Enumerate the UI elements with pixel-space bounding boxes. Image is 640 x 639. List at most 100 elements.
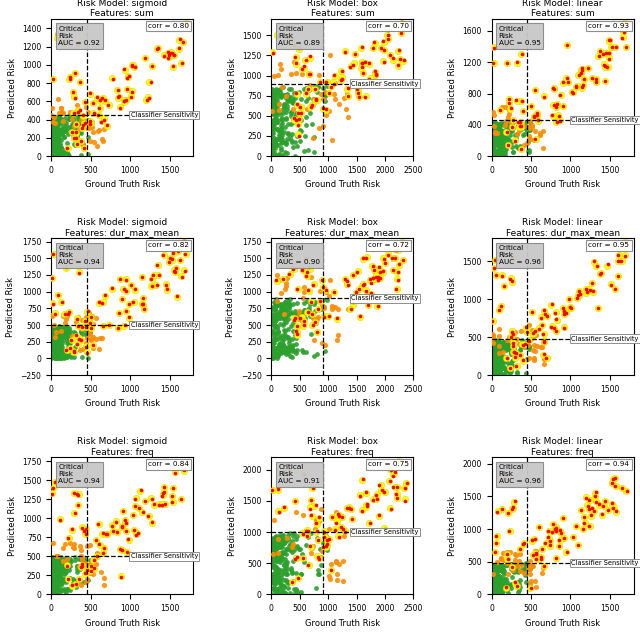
Point xyxy=(360,92,371,102)
Point xyxy=(493,343,503,353)
Point xyxy=(487,137,497,147)
Point xyxy=(52,150,62,160)
Point xyxy=(488,565,498,575)
Point xyxy=(60,112,70,123)
Point xyxy=(378,253,388,263)
Point xyxy=(342,83,353,93)
Point xyxy=(289,57,300,67)
Point xyxy=(604,36,614,46)
Point xyxy=(54,142,64,152)
Point xyxy=(165,253,175,263)
Point xyxy=(64,351,74,361)
Point xyxy=(599,59,609,70)
Point xyxy=(514,127,524,137)
Point xyxy=(98,297,108,307)
Point xyxy=(495,365,505,375)
Point xyxy=(526,583,536,593)
Point xyxy=(63,562,74,573)
Point xyxy=(51,126,61,136)
Point xyxy=(64,565,74,575)
Point xyxy=(61,584,72,594)
Point xyxy=(496,578,506,589)
Point xyxy=(267,314,277,324)
Point xyxy=(46,554,56,564)
Point xyxy=(116,572,127,582)
Point xyxy=(277,337,287,347)
Point xyxy=(273,148,284,158)
Point xyxy=(271,584,281,594)
Point xyxy=(524,320,534,330)
Point xyxy=(269,87,280,97)
Point xyxy=(62,555,72,565)
Point xyxy=(355,490,365,500)
Point xyxy=(493,560,504,570)
Point xyxy=(326,564,336,574)
Point xyxy=(365,275,375,286)
Point xyxy=(604,53,614,63)
Point xyxy=(487,569,497,579)
Point xyxy=(498,139,508,150)
Point xyxy=(74,490,84,500)
Point xyxy=(270,97,280,107)
Point xyxy=(268,533,278,543)
Point xyxy=(383,249,393,259)
Point xyxy=(319,340,330,350)
Point xyxy=(49,570,59,580)
Point xyxy=(505,358,515,369)
Point xyxy=(575,65,586,75)
Point xyxy=(568,88,579,98)
Point xyxy=(286,341,296,351)
Point xyxy=(70,93,80,103)
Point xyxy=(56,578,66,589)
Point xyxy=(492,355,502,366)
Point xyxy=(52,112,62,123)
Point xyxy=(88,340,98,350)
Point xyxy=(283,310,293,320)
Point xyxy=(512,580,522,590)
Point xyxy=(276,553,287,564)
Point xyxy=(488,566,498,576)
Point xyxy=(490,538,500,548)
Point xyxy=(58,576,68,587)
Point xyxy=(292,330,303,341)
Point xyxy=(177,58,187,68)
Point xyxy=(602,62,612,72)
Point xyxy=(512,368,522,378)
Point xyxy=(51,556,61,566)
Point xyxy=(69,130,79,141)
Point xyxy=(487,362,497,372)
Point xyxy=(163,52,173,63)
Point xyxy=(504,117,514,127)
Point xyxy=(46,329,56,339)
Point xyxy=(299,282,309,292)
Point xyxy=(276,580,287,590)
Point xyxy=(379,523,389,533)
Point xyxy=(47,571,58,581)
Point xyxy=(56,123,67,134)
Point xyxy=(269,120,280,130)
Point xyxy=(289,104,299,114)
Point xyxy=(492,364,502,374)
Point xyxy=(496,146,506,157)
Point xyxy=(575,289,585,300)
Point xyxy=(153,43,163,53)
Point xyxy=(268,125,278,135)
Point xyxy=(541,538,551,548)
Point xyxy=(271,537,281,547)
Title: Risk Model: box
Features: freq: Risk Model: box Features: freq xyxy=(307,437,378,456)
Point xyxy=(102,529,112,539)
Point xyxy=(290,112,300,122)
Point xyxy=(495,105,506,115)
Point xyxy=(492,562,502,572)
Point xyxy=(58,311,68,321)
Point xyxy=(283,254,293,265)
Point xyxy=(500,130,510,140)
Point xyxy=(61,331,72,341)
Point xyxy=(46,329,56,339)
Point xyxy=(56,142,67,152)
Point xyxy=(492,345,502,355)
Point xyxy=(47,579,57,589)
Point xyxy=(68,346,79,357)
Point xyxy=(559,322,570,332)
Point xyxy=(488,582,498,592)
